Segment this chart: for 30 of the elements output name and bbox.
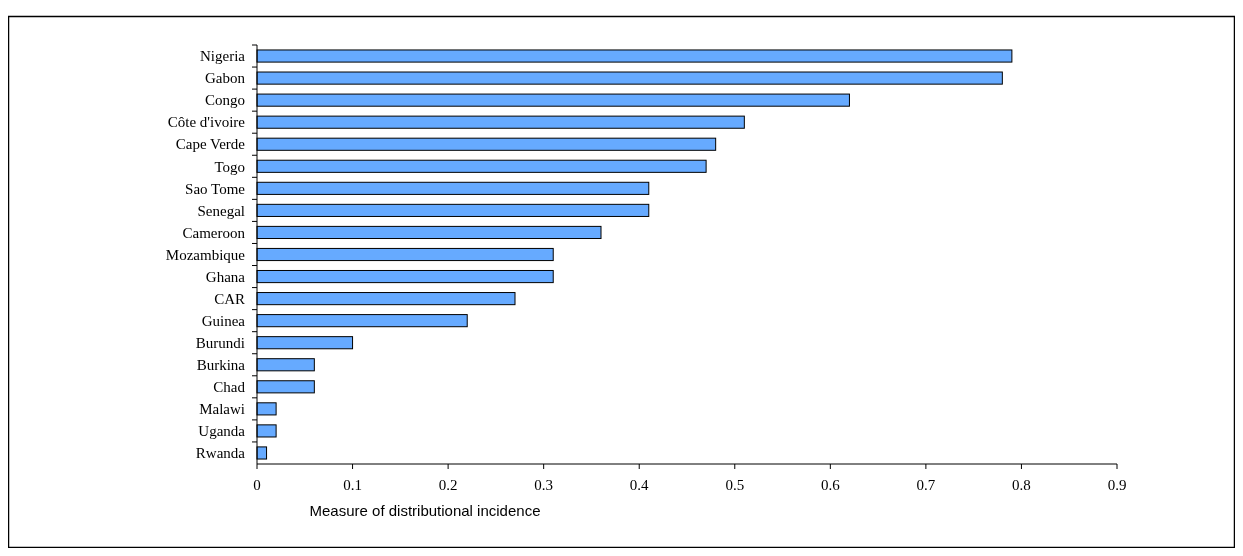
x-tick-label: 0.8 (1012, 477, 1031, 493)
y-tick-label: Ghana (205, 268, 246, 285)
y-tick-label: Cameroon (182, 224, 246, 241)
y-tick-label: Senegal (197, 202, 245, 219)
y-tick-label: Rwanda (195, 445, 246, 462)
x-tick-label: 0.7 (916, 477, 936, 493)
y-tick-label: Burundi (195, 334, 245, 351)
y-tick-label: Nigeria (200, 48, 246, 65)
x-tick-label: 0.6 (820, 477, 841, 493)
y-tick-label: CAR (214, 290, 245, 307)
y-tick-label: Burkina (196, 357, 246, 374)
y-tick-label: Chad (213, 379, 246, 396)
y-tick-label: Congo (204, 92, 245, 109)
y-tick-label: Cape Verde (175, 136, 246, 153)
x-tick-label: 0 (253, 477, 261, 493)
y-tick-label: Côte d'ivoire (167, 114, 246, 131)
x-tick-label: 0.9 (1107, 477, 1127, 493)
x-tick-label: 0.1 (343, 477, 362, 493)
y-tick-label: Gabon (205, 70, 246, 87)
y-tick-label: Guinea (201, 312, 246, 329)
y-tick-label: Uganda (198, 423, 246, 440)
y-tick-label: Mozambique (165, 246, 246, 263)
x-tick-label: 0.3 (534, 477, 554, 493)
x-tick-label: 0.4 (629, 477, 650, 493)
y-tick-label: Malawi (199, 401, 245, 418)
y-tick-label: Togo (214, 158, 245, 175)
x-tick-label: 0.5 (725, 477, 745, 493)
y-tick-label: Sao Tome (185, 180, 246, 197)
x-tick-label: 0.2 (438, 477, 458, 493)
x-axis-title: Measure of distributional incidence (309, 502, 541, 519)
